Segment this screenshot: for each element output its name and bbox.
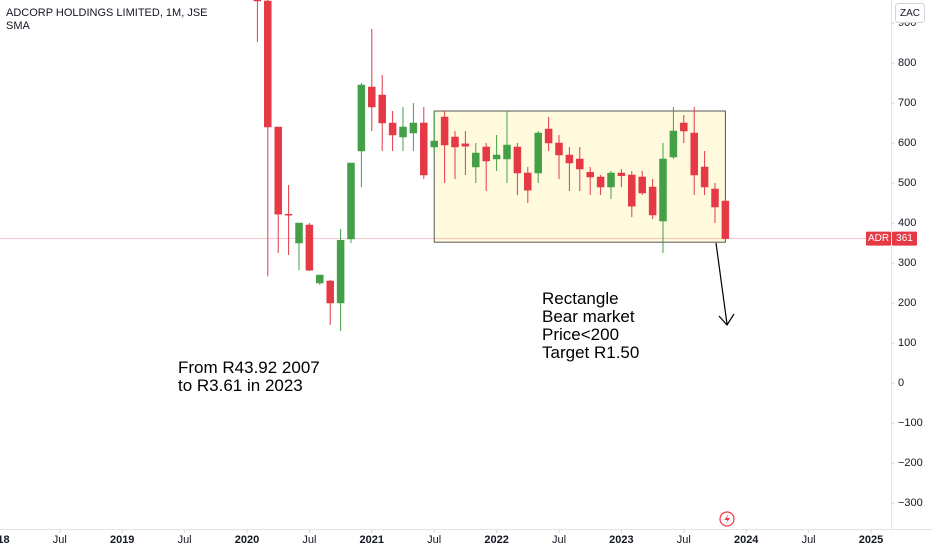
y-tick-label: 800 xyxy=(898,57,916,69)
candle-body xyxy=(305,224,314,271)
candle-body xyxy=(680,122,688,132)
candle-body xyxy=(721,200,730,239)
candle-body xyxy=(576,158,584,170)
currency-box[interactable] xyxy=(895,3,925,23)
candle-body xyxy=(628,174,636,207)
candle-body xyxy=(284,213,293,216)
candle-body xyxy=(388,122,397,136)
candle-body xyxy=(586,171,594,178)
y-tick-label: −200 xyxy=(898,457,923,469)
y-tick-label: 600 xyxy=(898,137,916,149)
last-price-box xyxy=(892,231,917,246)
candle-body xyxy=(700,166,709,188)
annotation-line: Rectangle xyxy=(542,289,619,308)
candle-body xyxy=(430,140,438,148)
y-tick-label: −300 xyxy=(898,497,923,509)
candle-body xyxy=(607,172,615,188)
candle-body xyxy=(638,176,646,194)
x-tick-label: 2025 xyxy=(859,534,883,546)
y-tick-label: 400 xyxy=(898,217,916,229)
last-price-label: 361 xyxy=(896,233,913,244)
candle-body xyxy=(669,130,678,158)
candle-body xyxy=(253,0,262,2)
x-tick-label: 2020 xyxy=(235,534,259,546)
candle-body xyxy=(399,126,407,138)
candle-body xyxy=(492,154,501,160)
candle-body xyxy=(347,162,355,240)
candle-body xyxy=(513,146,522,174)
last-price-symbol-box xyxy=(866,231,891,246)
candle-body xyxy=(264,0,272,128)
candle-body xyxy=(378,94,386,124)
candle-body xyxy=(711,188,719,208)
candle-body xyxy=(274,126,282,215)
candle-body xyxy=(440,116,449,146)
x-tick-label: Jul xyxy=(677,534,691,546)
indicator-label: SMA xyxy=(6,20,31,32)
candle-body xyxy=(534,132,542,174)
annotation-line: Target R1.50 xyxy=(542,343,639,362)
candle-body xyxy=(503,144,511,160)
x-tick-label: 2022 xyxy=(484,534,508,546)
y-tick-label: 100 xyxy=(898,337,916,349)
candle-body xyxy=(690,132,698,176)
candle-body xyxy=(368,86,376,108)
candle-body xyxy=(357,84,366,152)
candle-body xyxy=(461,143,470,147)
candle-body xyxy=(336,239,345,304)
alert-icon[interactable] xyxy=(719,511,735,527)
candle-body xyxy=(544,128,553,144)
y-tick-label: 500 xyxy=(898,177,916,189)
candle-body xyxy=(648,186,657,216)
candle-body xyxy=(316,274,324,284)
candle-body xyxy=(596,176,605,188)
x-tick-label: 2021 xyxy=(360,534,384,546)
candle-body xyxy=(659,158,667,222)
y-tick-label: 300 xyxy=(898,257,916,269)
annotation-line: Price<200 xyxy=(542,325,619,344)
x-tick-label: 2024 xyxy=(734,534,759,546)
x-tick-label: Jul xyxy=(552,534,566,546)
x-tick-label: 2023 xyxy=(609,534,633,546)
x-tick-label: Jul xyxy=(53,534,67,546)
chart-title: ADCORP HOLDINGS LIMITED, 1M, JSE xyxy=(6,7,208,19)
x-tick-label: 2018 xyxy=(0,534,10,546)
candle-body xyxy=(617,172,626,177)
y-tick-label: 700 xyxy=(898,97,916,109)
y-tick-label: −100 xyxy=(898,417,923,429)
candle-body xyxy=(295,222,303,244)
x-tick-label: Jul xyxy=(802,534,816,546)
plot-area xyxy=(0,0,891,331)
x-tick-label: 2019 xyxy=(110,534,134,546)
candle-body xyxy=(472,152,480,168)
candle-body xyxy=(420,122,428,176)
y-tick-label: 0 xyxy=(898,377,904,389)
x-tick-label: Jul xyxy=(178,534,192,546)
annotation-line: From R43.92 2007 xyxy=(178,358,320,377)
x-tick-label: Jul xyxy=(302,534,316,546)
x-tick-label: Jul xyxy=(427,534,441,546)
candle-body xyxy=(451,136,459,148)
candle-body xyxy=(326,280,334,304)
y-tick-label: 200 xyxy=(898,297,916,309)
candle-body xyxy=(555,142,563,156)
candle-body xyxy=(565,154,574,164)
candle-body xyxy=(524,172,532,191)
candle-body xyxy=(482,146,490,162)
currency-label[interactable]: ZAC xyxy=(900,8,920,19)
arrow xyxy=(715,242,735,326)
last-price-symbol: ADR xyxy=(868,233,889,244)
annotation-line: Bear market xyxy=(542,307,635,326)
annotation-line: to R3.61 in 2023 xyxy=(178,376,303,395)
candle-body xyxy=(409,122,418,134)
